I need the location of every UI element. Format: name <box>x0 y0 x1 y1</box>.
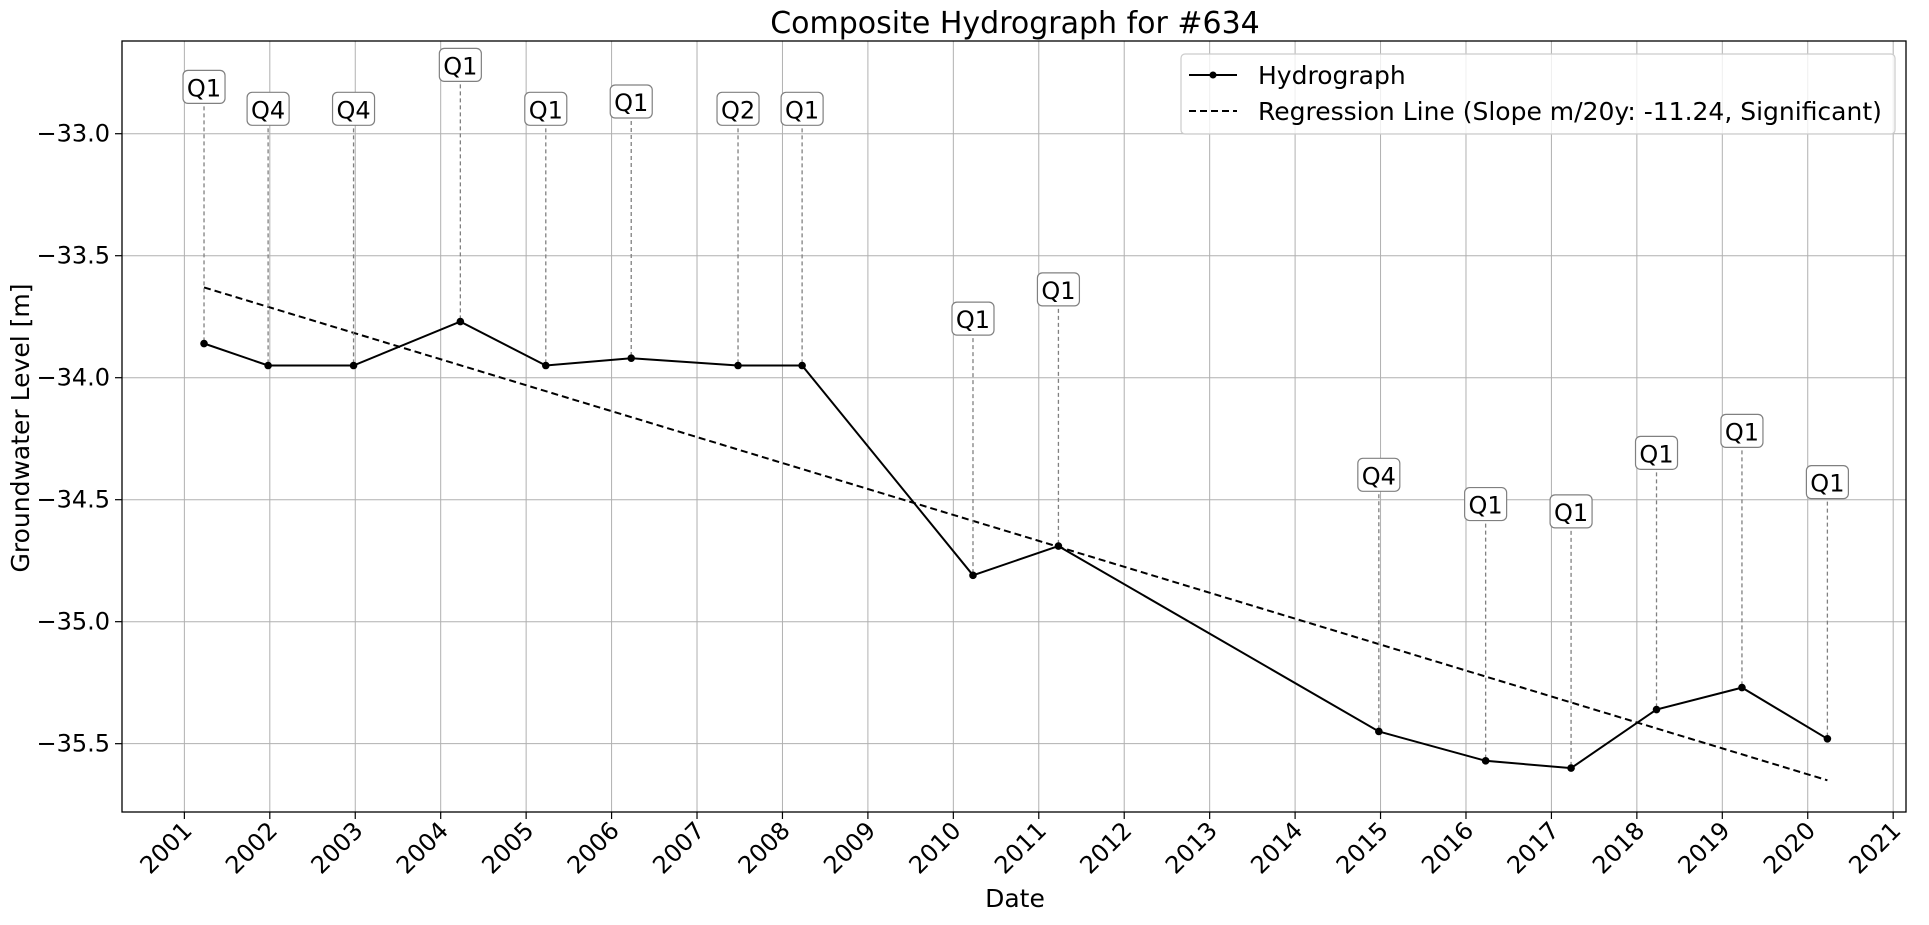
hydrograph-point <box>969 571 977 580</box>
quarter-label: Q1 <box>1469 492 1503 520</box>
y-tick-label: −35.0 <box>36 608 110 636</box>
hydrograph-point <box>1738 683 1746 692</box>
x-tick-label: 2005 <box>476 816 539 879</box>
hydrograph-series-layer <box>200 317 1832 772</box>
x-tick-label: 2021 <box>1843 816 1906 879</box>
quarter-label-box <box>438 47 482 82</box>
quarter-label-box <box>182 69 226 104</box>
legend-regression-label: Regression Line (Slope m/20y: -11.24, Si… <box>1258 97 1882 126</box>
quarter-label: Q1 <box>1810 470 1844 498</box>
quarter-label-box <box>331 91 376 126</box>
quarter-label-box <box>1464 486 1508 522</box>
quarter-label-box <box>716 91 760 126</box>
hydrograph-point <box>264 361 272 370</box>
quarter-label-box <box>1634 435 1679 470</box>
x-tick-label: 2013 <box>1160 816 1223 879</box>
x-tick-label: 2019 <box>1673 816 1736 879</box>
quarter-label: Q1 <box>443 52 477 80</box>
grid-layer <box>122 41 1906 812</box>
legend-hydrograph-marker <box>1209 71 1217 79</box>
quarter-label: Q1 <box>614 89 648 117</box>
hydrograph-point <box>1823 735 1832 743</box>
y-tick-label: −33.5 <box>36 242 110 270</box>
legend-box <box>1180 53 1896 135</box>
x-tick-label: 2010 <box>904 816 967 879</box>
x-tick-label: 2020 <box>1758 816 1821 879</box>
quarter-label-layer: Q1 Q4 Q4 Q1 Q1 Q1 Q2 Q1 Q1 Q1 Q4 Q1 Q1 Q1 Q1 Q1 <box>182 47 1849 529</box>
hydrograph-point <box>1567 764 1575 772</box>
y-axis-label: Groundwater Level [m] <box>6 284 35 573</box>
chart-title: Composite Hydrograph for #634 <box>770 6 1260 41</box>
quarter-label-box <box>1720 413 1764 448</box>
quarter-label-box <box>1549 494 1593 529</box>
quarter-stem-layer <box>203 77 1829 769</box>
quarter-label: Q1 <box>1725 418 1759 446</box>
quarter-label: Q1 <box>1639 440 1673 468</box>
quarter-label-box <box>951 301 995 336</box>
hydrograph-point <box>349 361 358 370</box>
quarter-label: Q1 <box>956 306 990 334</box>
hydrograph-point <box>1375 727 1383 736</box>
x-tick-label: 2012 <box>1074 816 1137 879</box>
x-tick-label: 2014 <box>1245 816 1308 879</box>
hydrograph-point <box>541 361 550 370</box>
hydrograph-point <box>1481 756 1490 765</box>
y-tick-label: −35.5 <box>36 730 110 758</box>
hydrograph-point <box>1652 705 1661 714</box>
hydrograph-point <box>627 354 636 362</box>
quarter-label-box <box>609 84 653 119</box>
x-tick-label: 2018 <box>1587 816 1650 879</box>
x-tick-label: 2007 <box>647 816 710 879</box>
x-tick-label: 2002 <box>220 816 283 879</box>
x-tick-label: 2015 <box>1331 816 1394 879</box>
hydrograph-point <box>1054 542 1063 550</box>
quarter-label: Q2 <box>721 96 755 124</box>
regression-layer <box>203 286 1828 782</box>
y-tick-label: −34.5 <box>36 486 110 514</box>
legend: Hydrograph Regression Line (Slope m/20y:… <box>1180 53 1896 135</box>
quarter-label-box <box>1036 272 1081 307</box>
hydrograph-line <box>203 320 1828 770</box>
quarter-label: Q1 <box>1554 499 1588 527</box>
y-tick-label: −34.0 <box>36 364 110 392</box>
quarter-label: Q1 <box>187 74 221 102</box>
hydrograph-point <box>456 317 465 326</box>
quarter-label: Q1 <box>785 96 819 124</box>
quarter-label-box <box>524 91 568 126</box>
x-tick-label: 2004 <box>391 816 454 879</box>
x-tick-label: 2017 <box>1502 816 1565 879</box>
quarter-label: Q1 <box>529 96 563 124</box>
legend-hydrograph-label: Hydrograph <box>1258 61 1406 90</box>
plot-frame <box>121 40 1907 813</box>
x-tick-label: 2011 <box>989 816 1052 879</box>
hydrograph-point <box>200 339 208 348</box>
x-axis-label: Date <box>985 884 1045 913</box>
x-tick-label: 2009 <box>818 816 881 879</box>
quarter-label-box <box>780 91 824 126</box>
hydrograph-point <box>798 361 806 370</box>
quarter-label-box <box>1805 465 1849 500</box>
x-tick-label: 2001 <box>135 816 198 879</box>
quarter-label-box <box>1357 457 1401 492</box>
quarter-label: Q1 <box>1041 277 1075 305</box>
quarter-label: Q4 <box>1362 462 1396 490</box>
x-tick-label: 2003 <box>306 816 369 879</box>
x-tick-label: 2016 <box>1416 816 1479 879</box>
hydrograph-point <box>734 361 742 370</box>
x-tick-label: 2006 <box>562 816 625 879</box>
quarter-label: Q4 <box>336 96 370 124</box>
x-tick-label: 2008 <box>733 816 796 879</box>
regression-line <box>203 286 1828 782</box>
y-tick-label: −33.0 <box>36 120 110 148</box>
quarter-label-box <box>246 91 290 126</box>
quarter-label: Q4 <box>251 96 285 124</box>
